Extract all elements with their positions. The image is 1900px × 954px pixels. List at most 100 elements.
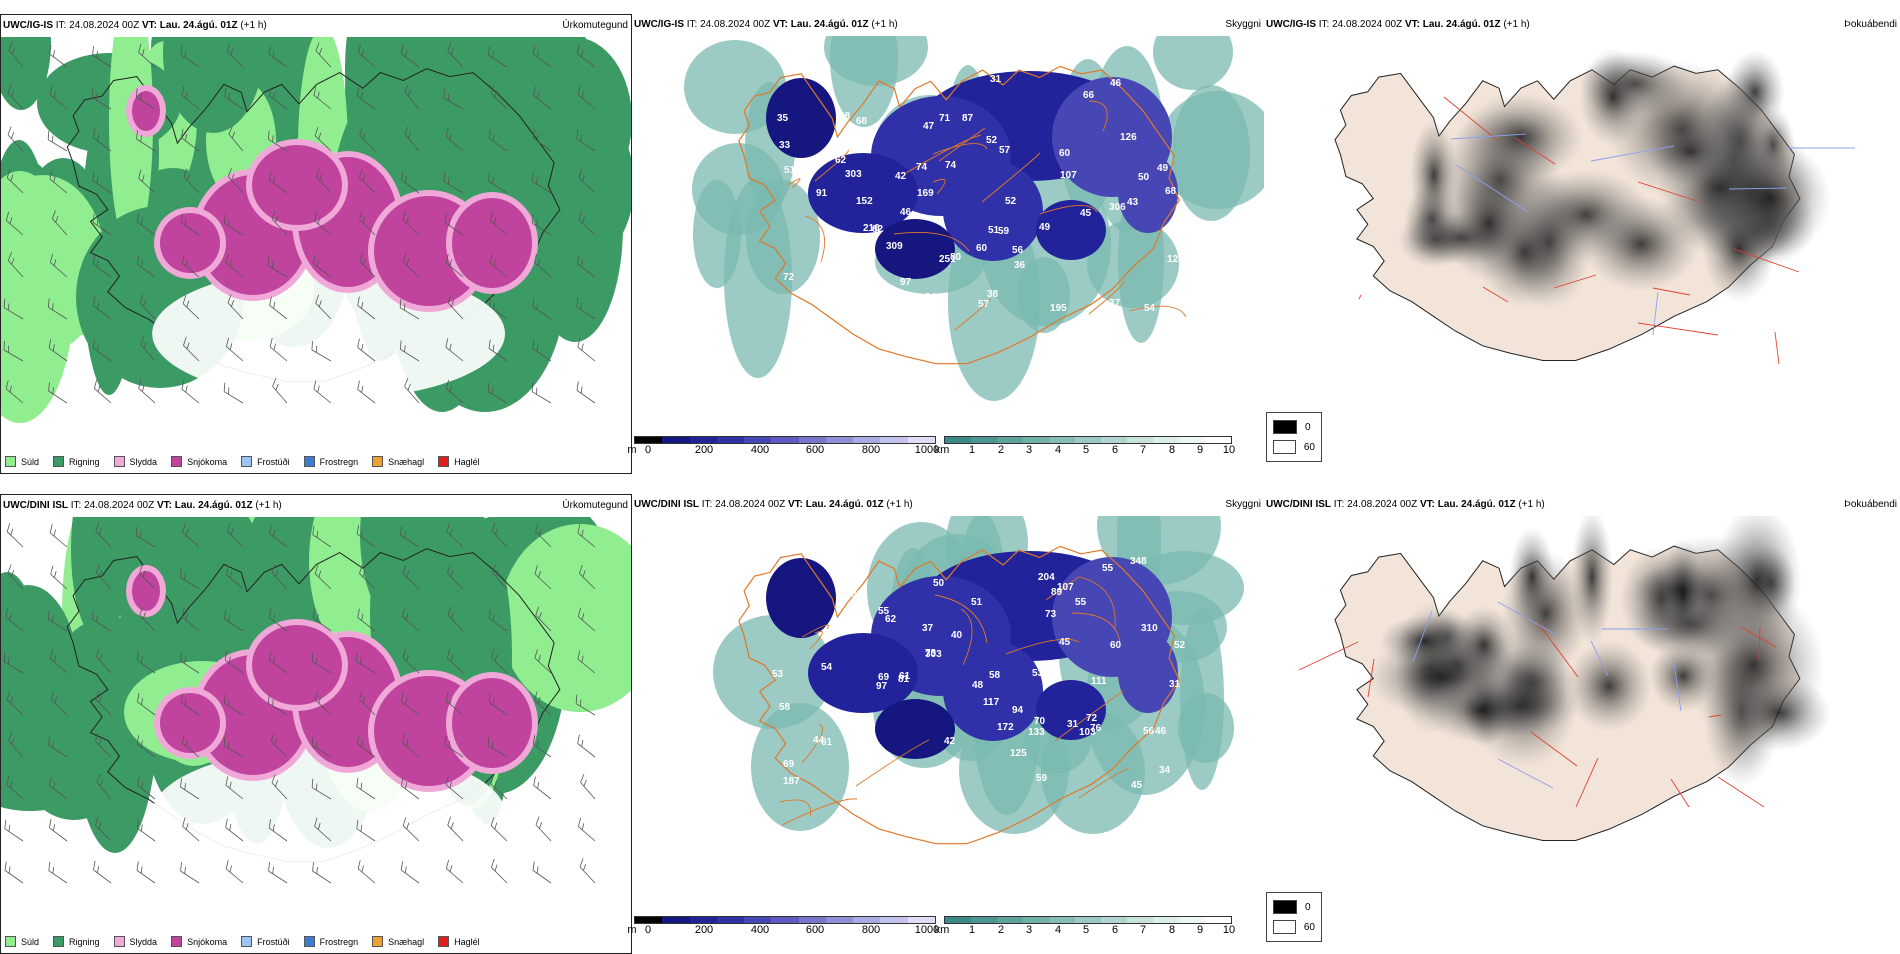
road xyxy=(905,134,982,174)
wind-barb xyxy=(357,296,376,320)
wind-barb xyxy=(532,45,552,68)
low-visibility-area xyxy=(713,615,833,729)
coastline xyxy=(66,548,561,863)
road xyxy=(1455,164,1529,213)
legend-item: Snæhagl xyxy=(372,456,424,467)
wind-barb xyxy=(136,651,156,674)
wind-barb xyxy=(183,168,200,194)
precip-type-panel: UWC/IG-IS IT: 24.08.2024 00Z VT: Lau. 24… xyxy=(0,14,632,474)
model-label: UWC/DINI ISL xyxy=(1266,499,1331,510)
visibility-tick: 10 xyxy=(1222,444,1236,456)
wind-barb xyxy=(47,610,68,632)
wind-barb xyxy=(312,525,332,548)
fog-key-row: 60 xyxy=(1273,437,1315,457)
wind-barb xyxy=(93,296,112,320)
cloudbase-value: 107 xyxy=(1060,170,1077,181)
legend-swatch xyxy=(303,456,315,467)
init-time: 24.08.2024 00Z xyxy=(715,499,786,510)
colorbar-cell xyxy=(825,917,854,923)
fog-map-area xyxy=(1264,516,1900,916)
wind-barb xyxy=(226,565,244,590)
cloudbase-tick: 600 xyxy=(805,444,825,456)
model-label: UWC/DINI ISL xyxy=(634,499,699,510)
wind-barb xyxy=(8,731,24,758)
wind-barb xyxy=(401,692,420,716)
wind-barb xyxy=(577,86,596,110)
road xyxy=(1482,286,1509,303)
precip-map-area xyxy=(1,37,631,449)
wind-barb xyxy=(359,126,376,152)
wind-barb xyxy=(182,523,200,548)
fog-area xyxy=(1458,93,1584,181)
cloudbase-value: 57 xyxy=(999,145,1011,156)
low-visibility-area xyxy=(1178,693,1234,763)
cloudbase-value: 31 xyxy=(990,74,1002,85)
it-prefix: IT: xyxy=(55,20,67,31)
wind-barb xyxy=(359,252,376,278)
wind-barb xyxy=(47,298,68,320)
colorbar-cell xyxy=(1049,917,1075,923)
cloudbase-value: 51 xyxy=(988,225,1000,236)
low-visibility-area xyxy=(751,703,849,831)
colorbar-cell xyxy=(825,437,854,443)
visibility-tick: 5 xyxy=(1082,924,1090,936)
wind-barb xyxy=(490,775,508,800)
valid-time: Lau. 24.ágú. 01Z xyxy=(805,499,884,510)
fog-area xyxy=(1582,196,1700,292)
road xyxy=(1450,133,1527,140)
road xyxy=(1774,331,1780,365)
rain-area xyxy=(71,517,129,641)
rain-area xyxy=(25,722,123,820)
cloudbase-value: 71 xyxy=(939,113,951,124)
road xyxy=(1575,757,1599,808)
cloudbase-value: 152 xyxy=(856,196,873,207)
cloudbase-value: 43 xyxy=(1127,197,1139,208)
legend-label: Snjókoma xyxy=(187,456,228,467)
wind-barb xyxy=(356,525,376,548)
wind-barb xyxy=(271,210,288,236)
cloudbase-value: 97 xyxy=(900,277,912,288)
wind-barb xyxy=(444,735,464,758)
cloudbase-unit: m xyxy=(627,444,637,456)
wind-barb xyxy=(312,609,332,632)
wind-barb xyxy=(579,858,596,884)
visibility-unit: km xyxy=(934,444,950,456)
cloudbase-value: 60 xyxy=(1059,148,1071,159)
wind-barb xyxy=(533,86,552,110)
model-label: UWC/IG-IS xyxy=(634,19,684,30)
cloudbase-value: 251 xyxy=(939,254,956,265)
low-visibility-area xyxy=(1158,91,1264,209)
legend-label: Haglél xyxy=(454,936,480,947)
colorbar-cell xyxy=(971,437,997,443)
wind-barb xyxy=(359,690,376,716)
cloudbase-visibility-panel: UWC/IG-IS IT: 24.08.2024 00Z VT: Lau. 24… xyxy=(632,14,1264,474)
vt-prefix: VT: xyxy=(1404,19,1420,30)
legend-swatch xyxy=(372,936,384,947)
lead-time: (+1 h) xyxy=(1503,19,1530,30)
legend-item: Rigning xyxy=(53,456,100,467)
road xyxy=(1530,731,1578,767)
wind-barb xyxy=(447,816,464,842)
fog-key-label: 0 xyxy=(1305,901,1311,913)
fog-key: 0 60 xyxy=(1266,892,1322,942)
it-prefix: IT: xyxy=(686,19,698,30)
fog-area xyxy=(1452,606,1516,684)
cloudbase-value: 59 xyxy=(1036,773,1048,784)
cloud-area xyxy=(943,161,1043,261)
wind-barb xyxy=(271,564,288,590)
wind-barb xyxy=(225,776,244,800)
wind-barb xyxy=(5,608,24,632)
cloudbase-tick: 600 xyxy=(805,924,825,936)
fog-area xyxy=(1423,677,1541,743)
wind-barb xyxy=(180,693,200,716)
wind-barb xyxy=(94,379,112,404)
wind-barb xyxy=(268,862,288,884)
wind-barb xyxy=(531,382,552,404)
wind-barb xyxy=(447,294,464,320)
wind-barb xyxy=(488,609,508,632)
road xyxy=(1590,640,1609,677)
cloudbase-value: 72 xyxy=(783,272,795,283)
road xyxy=(787,178,801,189)
cloudbase-value: 55 xyxy=(1075,597,1087,608)
cloudbase-tick: 0 xyxy=(644,444,652,456)
